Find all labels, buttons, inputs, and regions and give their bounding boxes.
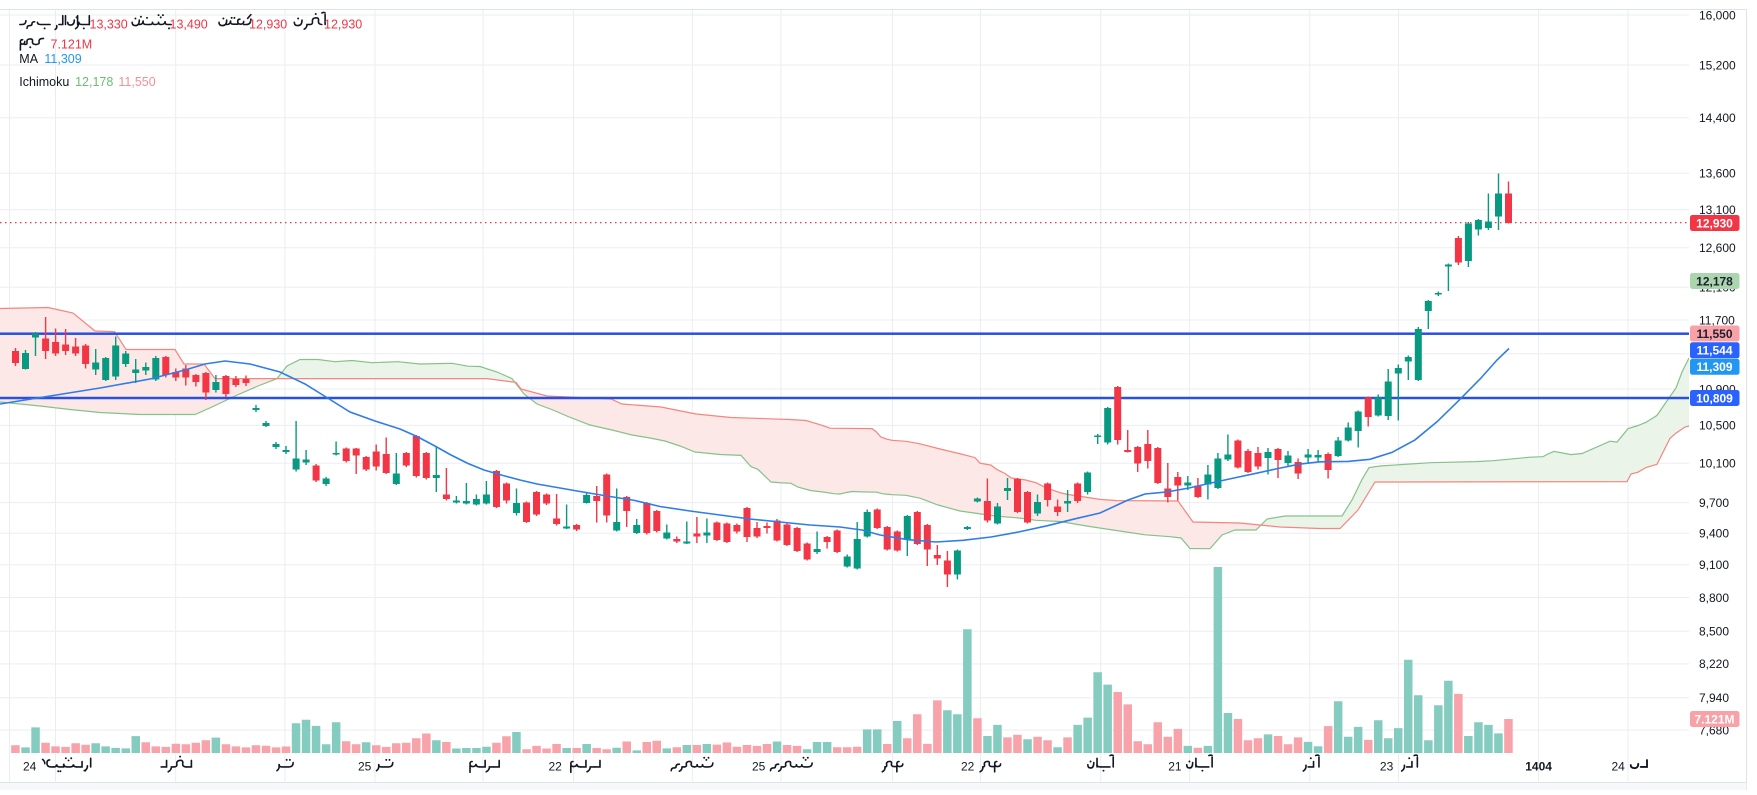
svg-text:11,309: 11,309: [44, 52, 81, 66]
svg-text:12,178: 12,178: [75, 75, 113, 89]
svg-text:MA: MA: [19, 52, 38, 66]
svg-text:7,940: 7,940: [1699, 691, 1729, 705]
svg-text:9,700: 9,700: [1699, 496, 1729, 510]
svg-text:13,490: 13,490: [170, 18, 208, 32]
svg-text:8,800: 8,800: [1699, 591, 1729, 605]
svg-text:21: 21: [1168, 760, 1182, 774]
svg-text:11,550: 11,550: [1696, 327, 1732, 341]
svg-text:13,600: 13,600: [1699, 167, 1736, 181]
svg-text:10,809: 10,809: [1696, 391, 1733, 405]
svg-text:24: 24: [1612, 760, 1626, 774]
svg-text:16,000: 16,000: [1699, 8, 1736, 22]
svg-text:12,930: 12,930: [324, 18, 362, 32]
svg-text:7.121M: 7.121M: [1694, 712, 1734, 726]
svg-text:Ichimoku: Ichimoku: [19, 75, 69, 89]
svg-text:10,500: 10,500: [1699, 419, 1736, 433]
svg-text:13,100: 13,100: [1699, 203, 1736, 217]
svg-text:22: 22: [961, 760, 975, 774]
svg-text:12,600: 12,600: [1699, 241, 1736, 255]
svg-text:7.121M: 7.121M: [51, 38, 93, 52]
svg-text:10,100: 10,100: [1699, 457, 1736, 471]
svg-text:13,330: 13,330: [90, 18, 128, 32]
svg-text:25: 25: [358, 760, 372, 774]
svg-text:12,930: 12,930: [1696, 216, 1733, 230]
svg-text:24: 24: [23, 760, 37, 774]
svg-text:11,309: 11,309: [1696, 360, 1732, 374]
svg-text:11,550: 11,550: [118, 75, 155, 89]
svg-text:12,178: 12,178: [1696, 274, 1733, 288]
svg-text:14,400: 14,400: [1699, 111, 1736, 125]
svg-text:1404: 1404: [1525, 760, 1552, 774]
svg-text:8,500: 8,500: [1699, 625, 1729, 639]
svg-text:23: 23: [1380, 760, 1394, 774]
svg-text:8,220: 8,220: [1699, 657, 1729, 671]
svg-text:9,100: 9,100: [1699, 558, 1729, 572]
svg-text:25: 25: [752, 760, 766, 774]
svg-text:11,700: 11,700: [1699, 313, 1735, 327]
svg-text:11,544: 11,544: [1696, 344, 1732, 358]
svg-text:12,930: 12,930: [249, 18, 287, 32]
svg-text:15,200: 15,200: [1699, 58, 1736, 72]
svg-text:9,400: 9,400: [1699, 527, 1729, 541]
svg-text:22: 22: [549, 760, 563, 774]
